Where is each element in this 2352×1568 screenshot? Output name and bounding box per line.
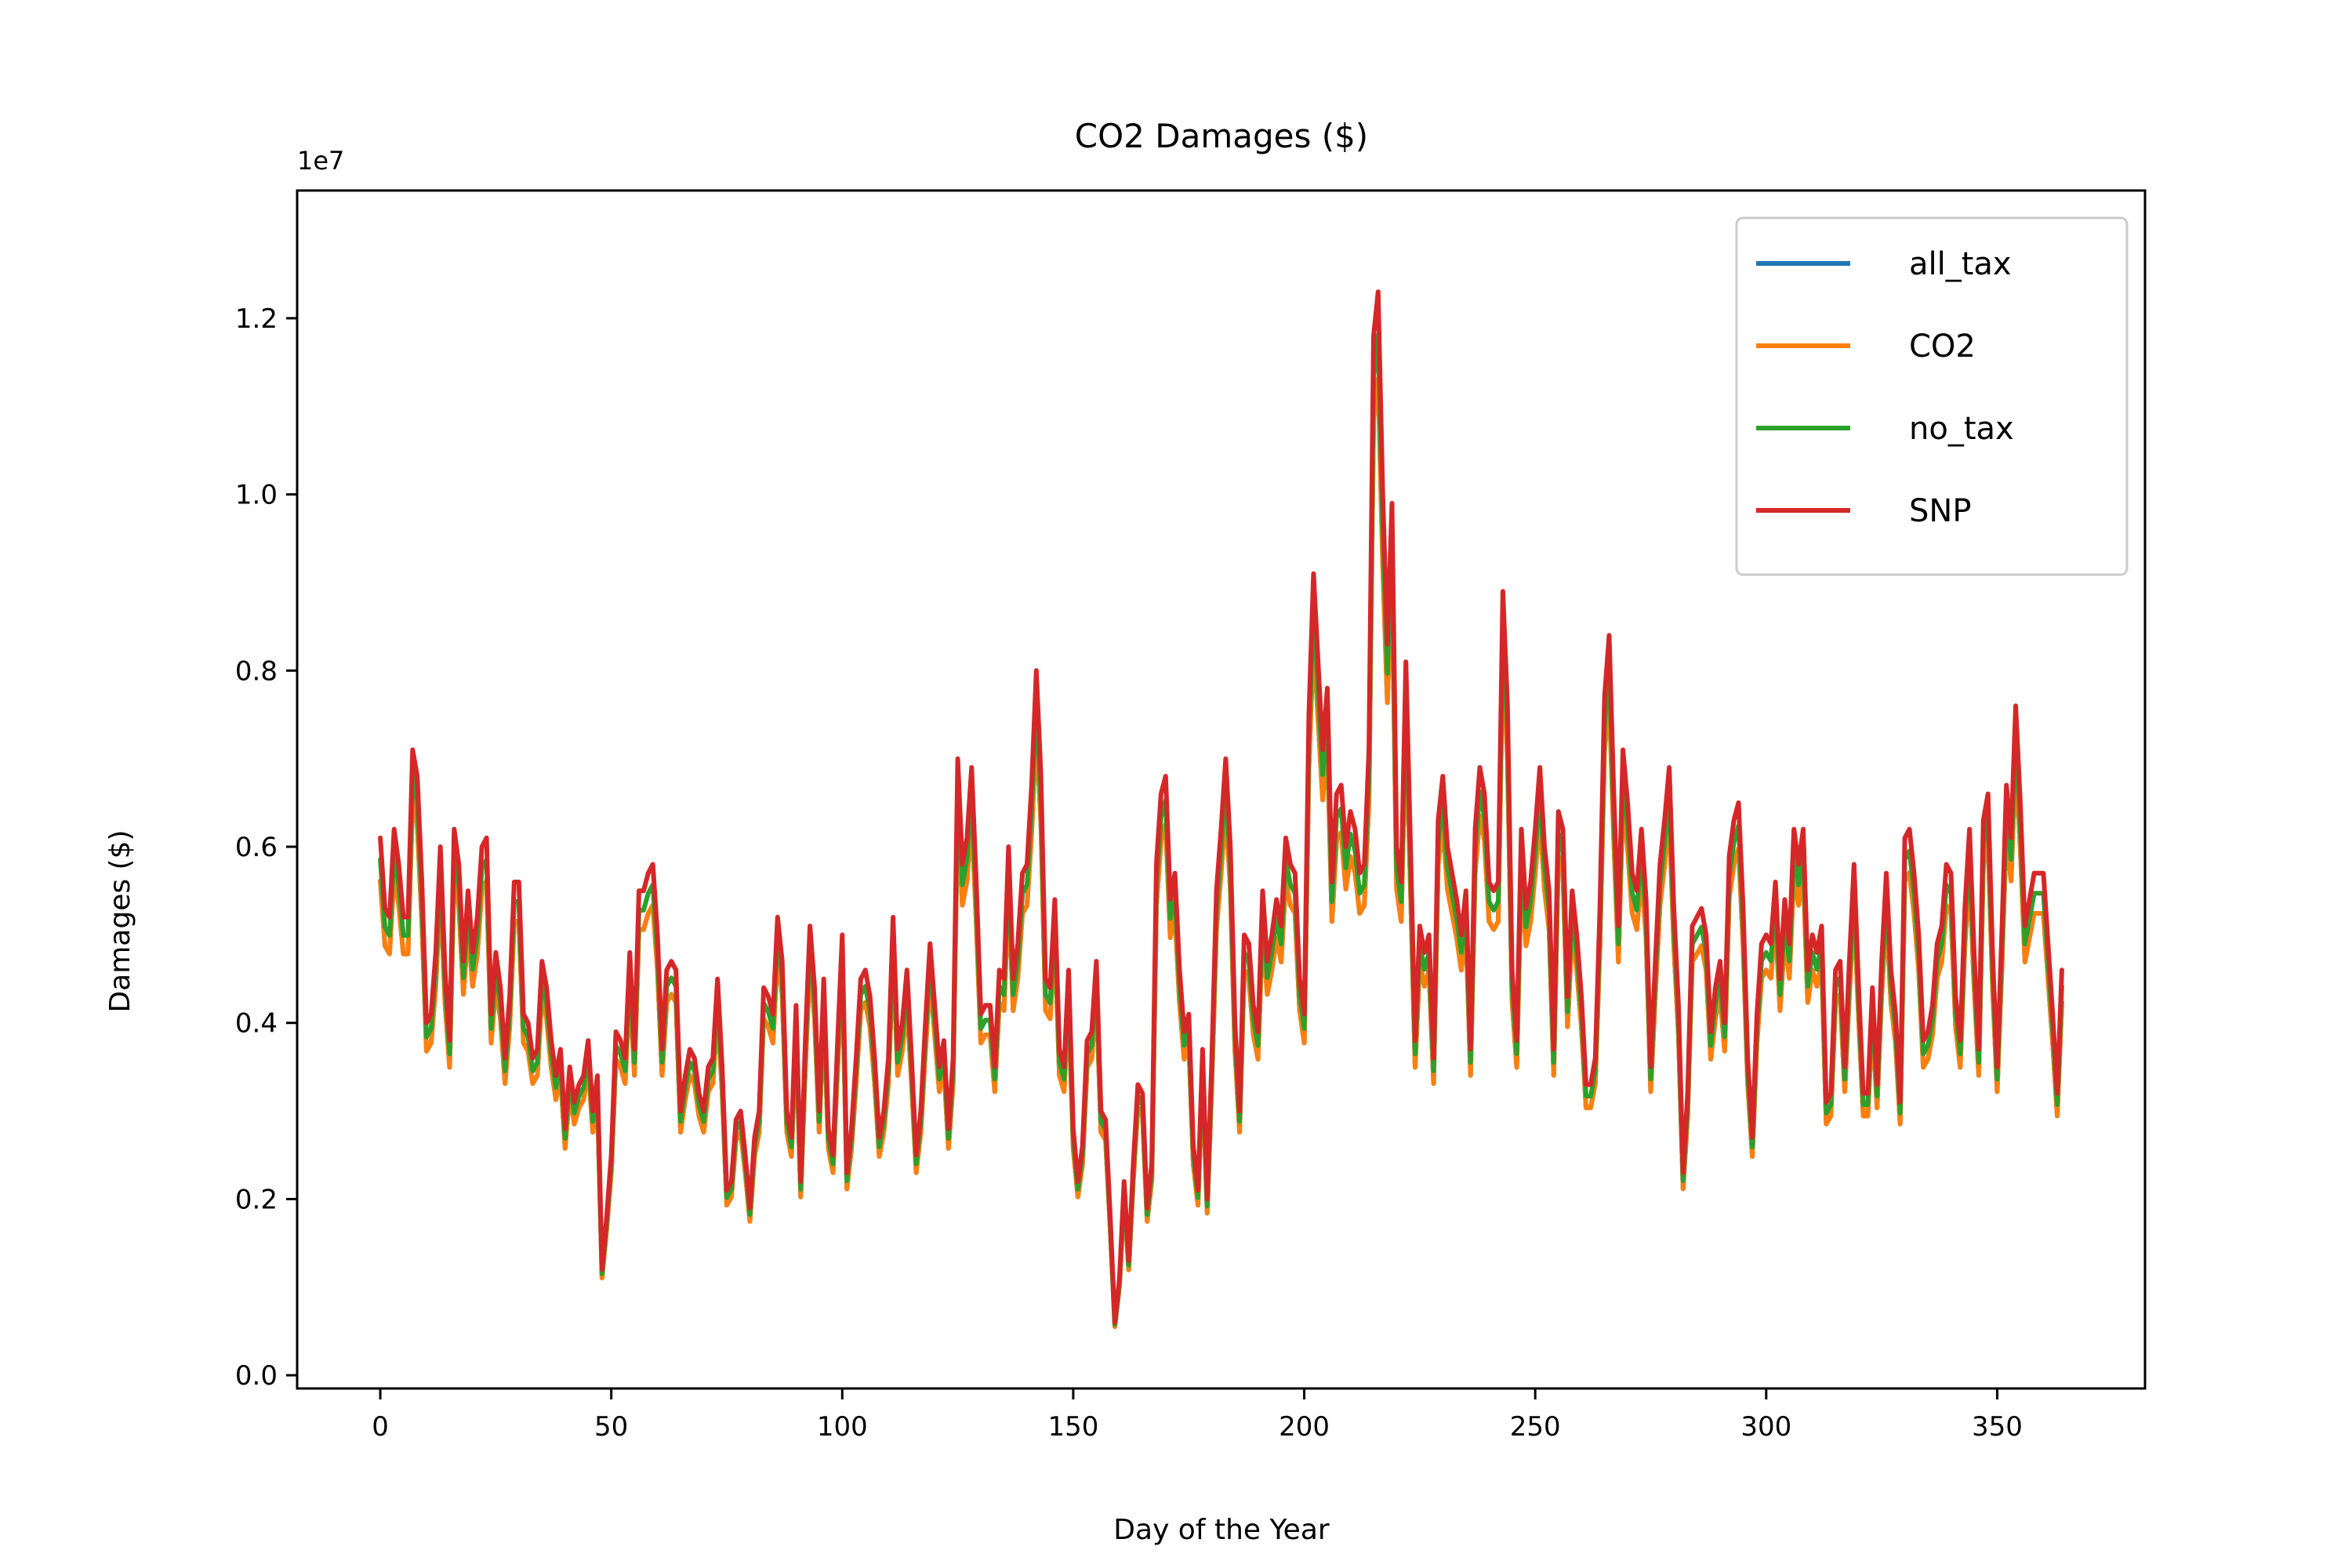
y-tick-label: 0.4 <box>235 1008 278 1040</box>
y-axis-label: Damages ($) <box>104 829 136 1012</box>
y-tick-label: 1.0 <box>235 480 278 511</box>
x-tick-label: 150 <box>1047 1411 1098 1443</box>
x-tick-label: 350 <box>1972 1411 2023 1443</box>
plot-area-frame <box>296 189 2147 1390</box>
legend-label: no_tax <box>1909 411 2014 447</box>
legend-label: SNP <box>1909 493 1971 529</box>
legend-label: CO2 <box>1909 328 1976 365</box>
x-axis-ticks: 0 50 100 150 200 250 300 350 <box>372 1388 2023 1443</box>
x-tick-label: 100 <box>817 1411 868 1443</box>
legend-label: all_tax <box>1909 246 2012 282</box>
plot-lines <box>378 289 2064 1330</box>
x-axis-label: Day of the Year <box>1113 1514 1330 1546</box>
x-tick-label: 200 <box>1279 1411 1330 1443</box>
series-line-snp <box>378 289 2064 1325</box>
y-tick-label: 0.8 <box>235 655 278 687</box>
legend-box <box>1735 216 2129 576</box>
y-tick-label: 0.2 <box>235 1184 278 1215</box>
y-tick-label: 0.6 <box>235 832 278 863</box>
x-tick-label: 50 <box>594 1411 628 1443</box>
x-tick-label: 300 <box>1740 1411 1791 1443</box>
legend: all_tax CO2 no_tax SNP <box>1735 216 2129 576</box>
y-offset-text: 1e7 <box>297 146 344 176</box>
y-axis-ticks: 0.0 0.2 0.4 0.6 0.8 1.0 1.2 <box>235 303 297 1392</box>
x-tick-label: 250 <box>1510 1411 1561 1443</box>
chart-title: CO2 Damages ($) <box>1075 117 1368 155</box>
y-tick-label: 1.2 <box>235 303 278 335</box>
y-tick-label: 0.0 <box>235 1360 278 1392</box>
x-tick-label: 0 <box>372 1411 389 1443</box>
